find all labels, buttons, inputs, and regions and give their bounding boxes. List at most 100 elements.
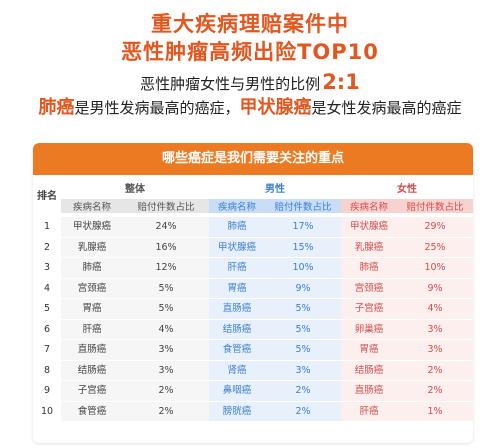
female-ratio-cell: 3% xyxy=(397,339,473,360)
group-header-row: 整体 男性 女性 xyxy=(33,179,473,196)
female-name-cell: 结肠癌 xyxy=(341,359,397,380)
rank-cell: 5 xyxy=(33,298,61,319)
table-row: 4 宫颈癌 5% 胃癌 9% 宫颈癌 9% xyxy=(33,277,473,299)
overall-name-header: 疾病名称 xyxy=(61,199,123,213)
overall-name-cell: 子宫癌 xyxy=(61,380,123,401)
male-ratio-cell: 15% xyxy=(265,236,341,257)
overall-ratio-cell: 5% xyxy=(123,298,209,319)
female-ratio-cell: 2% xyxy=(397,359,473,380)
male-ratio-cell: 17% xyxy=(265,216,341,237)
rank-cell: 2 xyxy=(33,236,61,258)
overall-name-cell: 胃癌 xyxy=(61,298,123,319)
rank-cell: 9 xyxy=(33,380,61,401)
table-row: 9 子宫癌 2% 鼻咽癌 2% 直肠癌 2% xyxy=(33,380,473,401)
female-ratio-cell: 3% xyxy=(397,318,473,339)
table-banner: 哪些癌症是我们需要关注的重点 xyxy=(33,143,473,175)
rank-cell: 10 xyxy=(33,400,61,422)
male-ratio-cell: 3% xyxy=(265,359,341,380)
cancer-ranking-card: 哪些癌症是我们需要关注的重点 排名 整体 男性 女性 疾病名称 赔付件数占比 疾… xyxy=(33,143,473,443)
group-overall-header: 整体 xyxy=(125,184,145,195)
overall-name-cell: 食管癌 xyxy=(61,400,123,421)
male-name-cell: 肾癌 xyxy=(209,359,265,380)
female-ratio-header: 赔付件数占比 xyxy=(397,199,473,213)
table-row: 3 肺癌 12% 肝癌 10% 肺癌 10% xyxy=(33,257,473,278)
male-name-cell: 肺癌 xyxy=(209,216,265,237)
male-name-cell: 食管癌 xyxy=(209,339,265,360)
female-ratio-cell: 10% xyxy=(397,257,473,278)
female-name-cell: 卵巢癌 xyxy=(341,318,397,339)
male-ratio-cell: 2% xyxy=(265,380,341,401)
summary-male-cancer: 肺癌 xyxy=(38,97,75,118)
summary-statement: 肺癌是男性发病最高的癌症，甲状腺癌是女性发病最高的癌症 xyxy=(0,93,500,119)
column-header-row: 疾病名称 赔付件数占比 疾病名称 赔付件数占比 疾病名称 赔付件数占比 xyxy=(33,196,473,216)
ranking-table: 排名 整体 男性 女性 疾病名称 赔付件数占比 疾病名称 赔付件数占比 疾病名称… xyxy=(33,179,473,421)
title-line-2: 恶性肿瘤高频出险TOP10 xyxy=(121,40,379,64)
overall-ratio-cell: 5% xyxy=(123,277,209,298)
overall-ratio-cell: 12% xyxy=(123,257,209,278)
male-name-cell: 结肠癌 xyxy=(209,318,265,339)
table-body: 1 甲状腺癌 24% 肺癌 17% 甲状腺癌 29% 2 乳腺癌 16% 甲状腺… xyxy=(33,216,473,421)
title-line-1: 重大疾病理赔案件中 xyxy=(151,12,349,36)
female-name-cell: 宫颈癌 xyxy=(341,277,397,298)
female-ratio-cell: 4% xyxy=(397,298,473,319)
overall-name-cell: 结肠癌 xyxy=(61,359,123,380)
male-name-cell: 鼻咽癌 xyxy=(209,380,265,401)
summary-female-cancer: 甲状腺癌 xyxy=(239,97,312,118)
table-row: 5 胃癌 5% 直肠癌 5% 子宫癌 4% xyxy=(33,298,473,319)
rank-cell: 8 xyxy=(33,359,61,381)
summary-female-text: 是女性发病最高的癌症 xyxy=(311,99,462,117)
overall-ratio-cell: 2% xyxy=(123,400,209,421)
overall-name-cell: 肝癌 xyxy=(61,318,123,339)
female-name-header: 疾病名称 xyxy=(341,199,397,213)
overall-name-cell: 甲状腺癌 xyxy=(61,216,123,237)
ratio-statement: 恶性肿瘤女性与男性的比例2:1 xyxy=(0,70,500,94)
female-name-cell: 肺癌 xyxy=(341,257,397,278)
rank-cell: 6 xyxy=(33,318,61,340)
rank-cell: 7 xyxy=(33,339,61,360)
male-ratio-cell: 5% xyxy=(265,339,341,360)
overall-ratio-cell: 2% xyxy=(123,380,209,401)
overall-name-cell: 宫颈癌 xyxy=(61,277,123,298)
female-name-cell: 甲状腺癌 xyxy=(341,216,397,237)
overall-ratio-cell: 4% xyxy=(123,318,209,339)
male-ratio-cell: 5% xyxy=(265,318,341,339)
female-ratio-cell: 29% xyxy=(397,216,473,237)
table-row: 6 肝癌 4% 结肠癌 5% 卵巢癌 3% xyxy=(33,318,473,340)
overall-ratio-cell: 3% xyxy=(123,359,209,380)
ratio-text: 恶性肿瘤女性与男性的比例 xyxy=(140,75,321,93)
table-row: 2 乳腺癌 16% 甲状腺癌 15% 乳腺癌 25% xyxy=(33,236,473,258)
overall-ratio-cell: 16% xyxy=(123,236,209,257)
male-name-cell: 肝癌 xyxy=(209,257,265,278)
male-name-cell: 直肠癌 xyxy=(209,298,265,319)
male-ratio-header: 赔付件数占比 xyxy=(265,199,341,213)
overall-name-cell: 直肠癌 xyxy=(61,339,123,360)
female-ratio-cell: 9% xyxy=(397,277,473,298)
overall-ratio-header: 赔付件数占比 xyxy=(123,199,209,213)
rank-cell: 4 xyxy=(33,277,61,299)
table-row: 8 结肠癌 3% 肾癌 3% 结肠癌 2% xyxy=(33,359,473,381)
male-name-cell: 甲状腺癌 xyxy=(209,236,265,257)
female-name-cell: 子宫癌 xyxy=(341,298,397,319)
female-ratio-cell: 1% xyxy=(397,400,473,421)
male-ratio-cell: 10% xyxy=(265,257,341,278)
table-row: 10 食管癌 2% 膀胱癌 2% 肝癌 1% xyxy=(33,400,473,422)
group-male-header: 男性 xyxy=(265,184,285,195)
overall-ratio-cell: 3% xyxy=(123,339,209,360)
overall-name-cell: 肺癌 xyxy=(61,257,123,278)
rank-cell: 1 xyxy=(33,216,61,237)
overall-ratio-cell: 24% xyxy=(123,216,209,237)
summary-male-text: 是男性发病最高的癌症， xyxy=(74,99,240,117)
male-ratio-cell: 9% xyxy=(265,277,341,298)
male-name-header: 疾病名称 xyxy=(209,199,265,213)
table-row: 1 甲状腺癌 24% 肺癌 17% 甲状腺癌 29% xyxy=(33,216,473,237)
group-female-header: 女性 xyxy=(397,184,417,195)
male-ratio-cell: 2% xyxy=(265,400,341,421)
female-name-cell: 乳腺癌 xyxy=(341,236,397,257)
female-ratio-cell: 2% xyxy=(397,380,473,401)
female-name-cell: 直肠癌 xyxy=(341,380,397,401)
female-name-cell: 肝癌 xyxy=(341,400,397,421)
rank-cell: 3 xyxy=(33,257,61,278)
male-ratio-cell: 5% xyxy=(265,298,341,319)
male-name-cell: 膀胱癌 xyxy=(209,400,265,421)
table-row: 7 直肠癌 3% 食管癌 5% 胃癌 3% xyxy=(33,339,473,360)
